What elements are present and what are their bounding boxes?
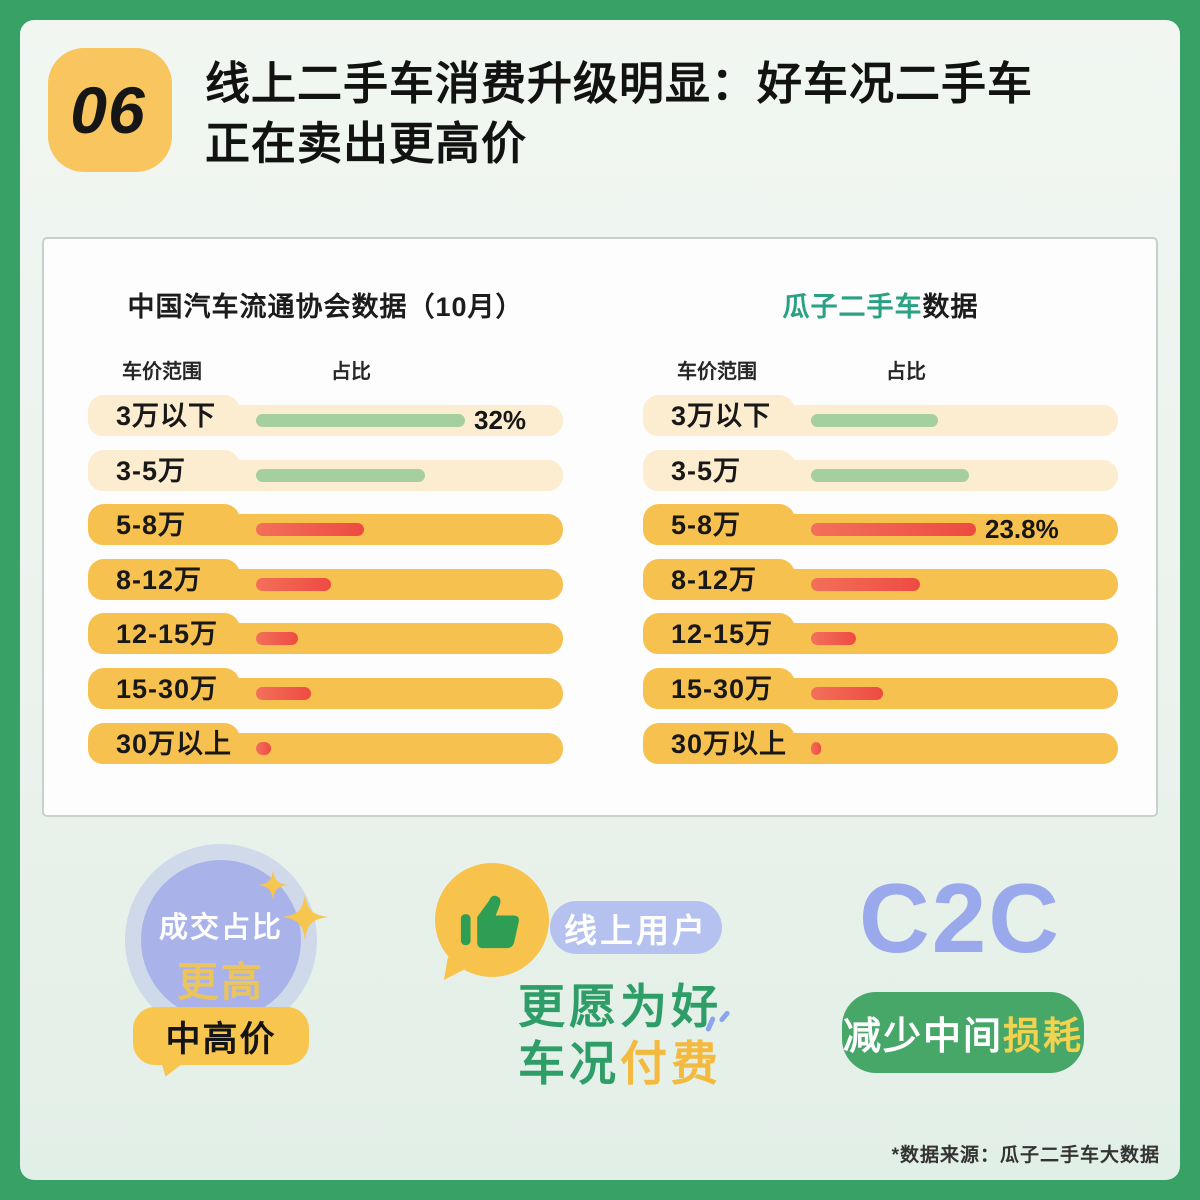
reduce-loss-yellow: 损耗	[1003, 1016, 1084, 1058]
price-range-row: 30万以上	[643, 722, 1118, 764]
page-title-line1: 线上二手车消费升级明显：好车况二手车	[205, 58, 1034, 109]
online-user-label: 线上用户	[564, 911, 708, 949]
column-header-share: 占比	[886, 361, 926, 383]
share-bar	[811, 414, 938, 427]
sparkle-icon	[282, 894, 328, 940]
share-bar	[256, 687, 311, 700]
thumbs-up-icon	[460, 895, 519, 949]
share-bar	[256, 523, 364, 537]
page-title: 线上二手车消费升级明显：好车况二手车 正在卖出更高价	[205, 54, 1165, 174]
price-range-row: 8-12万	[88, 558, 563, 600]
share-bar	[256, 468, 425, 482]
slogan-line1: 更愿为好	[518, 980, 722, 1033]
price-range-row: 3万以下 32%	[88, 395, 563, 436]
share-value-label: 32%	[474, 405, 527, 435]
price-range-label: 8-12万	[671, 564, 758, 595]
price-range-label: 5-8万	[116, 510, 187, 541]
column-header-price-range: 车价范围	[677, 361, 757, 383]
row-label-tab	[643, 668, 795, 709]
row-label-tab	[643, 395, 795, 436]
share-bar	[256, 577, 331, 591]
share-bar	[256, 414, 465, 427]
price-range-label: 12-15万	[671, 619, 774, 650]
deal-share-circle: 成交占比 更高	[141, 860, 301, 1020]
row-label-tab	[88, 668, 240, 709]
row-label-tab	[643, 504, 795, 546]
share-bar	[811, 577, 920, 591]
row-label-tab	[88, 558, 240, 600]
price-range-row: 15-30万	[88, 668, 563, 709]
price-range-row: 5-8万	[88, 504, 563, 546]
column-header-price-range: 车价范围	[122, 361, 202, 383]
price-range-row: 12-15万	[643, 613, 1118, 655]
data-source-note: *数据来源：瓜子二手车大数据	[891, 1145, 1160, 1166]
price-range-row: 3万以下	[643, 395, 1118, 436]
panel-title-right-accent: 瓜子二手车	[782, 292, 923, 322]
column-header-share: 占比	[331, 361, 371, 383]
row-label-tab	[643, 613, 795, 655]
association-data-panel: 中国汽车流通协会数据（10月） 车价范围 占比 3万以下 32% 3-5万 5-8万 8…	[88, 239, 563, 815]
share-value-label: 23.8%	[985, 514, 1059, 545]
deal-share-text: 成交占比	[158, 912, 283, 944]
row-label-tab	[643, 449, 795, 491]
sparkle-icon	[258, 870, 288, 900]
price-range-label: 3-5万	[116, 455, 187, 486]
price-range-row: 12-15万	[88, 613, 563, 655]
share-bar	[811, 741, 821, 755]
panel-title-right: 瓜子二手车数据	[643, 285, 1118, 324]
panel-title-left-main: 中国汽车流通协会数据（10月）	[127, 292, 524, 322]
price-range-label: 3万以下	[671, 401, 772, 431]
share-bar	[256, 632, 298, 646]
share-bar	[811, 687, 883, 700]
section-number-badge: 06	[48, 48, 172, 172]
section-number: 06	[70, 73, 146, 147]
row-label-tab	[88, 613, 240, 655]
share-bar	[811, 468, 969, 482]
price-range-label: 30万以上	[671, 728, 788, 759]
share-bar	[256, 741, 271, 755]
price-range-label: 8-12万	[116, 564, 203, 595]
price-range-label: 5-8万	[671, 510, 742, 541]
price-range-row: 8-12万	[643, 558, 1118, 600]
price-range-label: 12-15万	[116, 619, 219, 650]
row-label-tab	[88, 504, 240, 546]
price-range-row: 3-5万	[88, 449, 563, 491]
price-range-row: 15-30万	[643, 668, 1118, 709]
page-title-line2: 正在卖出更高价	[205, 118, 528, 169]
panel-title-right-main: 数据	[922, 292, 979, 322]
price-range-label: 3万以下	[116, 401, 217, 431]
price-range-label: 15-30万	[116, 674, 219, 704]
reduce-loss-white: 减少中间	[842, 1016, 1003, 1058]
guazi-data-panel: 瓜子二手车数据 车价范围 占比 3万以下 3-5万 5-8万 23.8% 8-12万 12…	[643, 239, 1118, 815]
share-bar	[811, 523, 976, 537]
page-canvas: 06 线上二手车消费升级明显：好车况二手车 正在卖出更高价 中国汽车流通协会数据…	[20, 20, 1180, 1180]
chart-card: 中国汽车流通协会数据（10月） 车价范围 占比 3万以下 32% 3-5万 5-8万 8…	[42, 237, 1158, 817]
row-label-tab	[88, 449, 240, 491]
mid-high-price-label: 中高价	[165, 1019, 277, 1059]
reduce-loss-pill: 减少中间 损耗	[842, 992, 1084, 1073]
price-range-label: 30万以上	[116, 728, 233, 759]
thumbs-up-bubble	[435, 863, 549, 977]
price-range-row: 30万以上	[88, 722, 563, 764]
price-range-label: 3-5万	[671, 455, 742, 486]
slogan-line2: 车况付费	[460, 1025, 780, 1094]
row-label-tab	[643, 722, 795, 764]
row-label-tab	[643, 558, 795, 600]
row-label-tab	[88, 722, 240, 764]
online-user-pill: 线上用户	[550, 901, 722, 954]
c2c-text: C2C	[858, 863, 1062, 973]
panel-title-left: 中国汽车流通协会数据（10月）	[88, 285, 563, 324]
mid-high-price-bubble: 中高价	[133, 1007, 309, 1065]
deal-share-higher-text: 更高	[177, 959, 265, 1005]
slogan-line2-yellow: 付费	[620, 1037, 722, 1090]
price-range-row: 5-8万 23.8%	[643, 504, 1118, 546]
share-bar	[811, 632, 856, 646]
price-range-row: 3-5万	[643, 449, 1118, 491]
price-range-label: 15-30万	[671, 674, 774, 704]
row-label-tab	[88, 395, 240, 436]
slogan-line2-green: 车况	[518, 1037, 620, 1090]
